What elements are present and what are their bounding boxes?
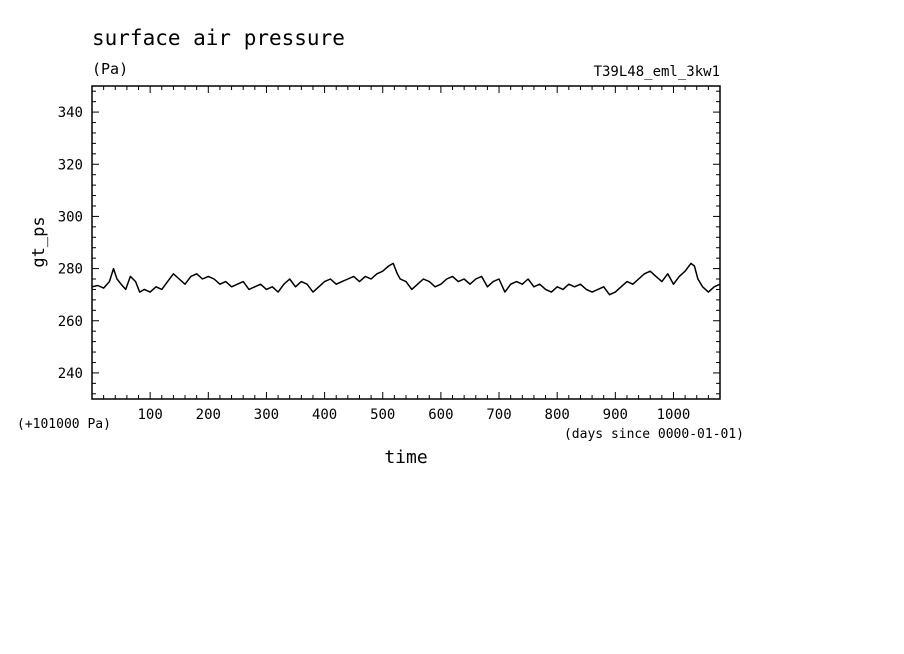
x-tick-label: 500 [370,407,395,423]
tick-labels: 100 200 300 400 500 600 700 800 900 1000 240 260 280… [58,105,691,423]
y-offset-label: (+101000 Pa) [17,417,111,432]
y-tick-label: 260 [58,314,83,330]
x-tick-label: 100 [137,407,162,423]
y-tick-label: 340 [58,105,83,121]
plot-frame [91,85,721,400]
x-tick-label: 300 [254,407,279,423]
series-line-gt-ps [91,262,721,296]
x-tick-label: 1000 [657,407,691,423]
y-axis-label: gt_ps [29,216,49,267]
units-label: (Pa) [92,60,128,78]
axis-ticks [91,86,721,399]
x-tick-label: 400 [312,407,337,423]
x-axis-label: time [384,447,427,468]
y-tick-label: 280 [58,262,83,278]
x-units-label: (days since 0000-01-01) [564,427,744,442]
x-tick-label: 600 [428,407,453,423]
chart-title: surface air pressure [92,26,345,50]
x-tick-label: 700 [486,407,511,423]
run-label: T39L48_eml_3kw1 [594,64,720,80]
x-tick-label: 800 [545,407,570,423]
x-tick-label: 900 [603,407,628,423]
y-tick-label: 300 [58,209,83,225]
y-tick-label: 240 [58,366,83,382]
y-tick-label: 320 [58,157,83,173]
x-tick-label: 200 [196,407,221,423]
